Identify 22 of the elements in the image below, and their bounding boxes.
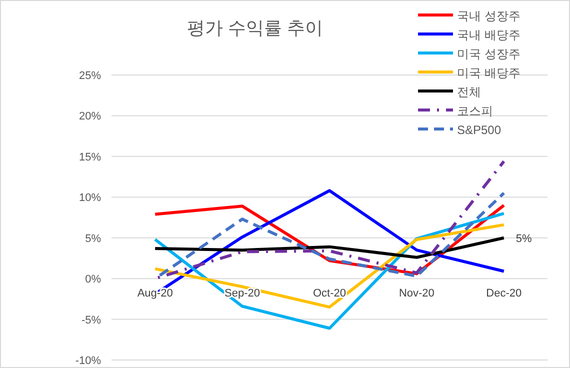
legend-label: 국내 배당주 (457, 28, 520, 42)
legend-label: 전체 (457, 85, 481, 99)
y-tick-label: -10% (75, 355, 102, 367)
data-label: 5% (516, 232, 532, 245)
legend-label: 국내 성장주 (457, 9, 520, 23)
y-tick-label: 25% (78, 70, 102, 82)
y-tick-label: 10% (78, 192, 102, 204)
line-series (154, 236, 506, 259)
chart-title: 평가 수익률 추이 (186, 18, 324, 38)
x-tick-label: Dec-20 (486, 288, 522, 300)
x-tick-label: Nov-20 (398, 288, 434, 300)
y-tick-label: 5% (85, 232, 102, 245)
legend-label: 미국 배당주 (457, 66, 520, 80)
y-tick-label: -5% (81, 314, 102, 326)
y-tick-label: 15% (78, 151, 102, 164)
legend-label: 코스피 (457, 104, 493, 118)
x-tick-label: Oct-20 (312, 288, 346, 300)
legend-label: 미국 성장주 (457, 47, 520, 61)
legend-label: S&P500 (457, 123, 502, 137)
y-tick-label: 20% (78, 110, 102, 123)
x-tick-label: Aug-20 (137, 288, 173, 300)
y-tick-label: 0% (85, 274, 102, 286)
